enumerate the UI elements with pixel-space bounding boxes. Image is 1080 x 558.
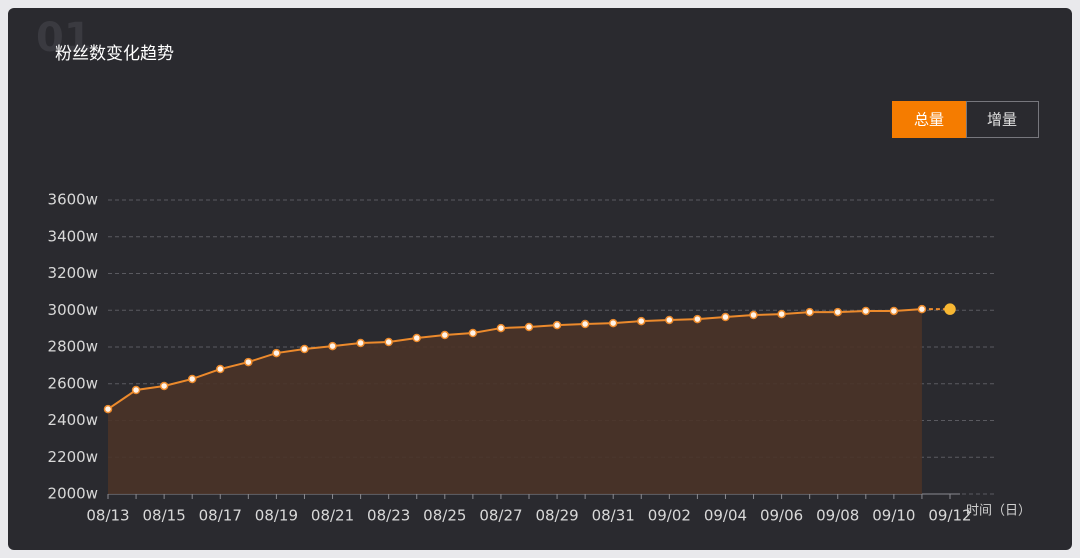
y-tick-label: 2000w bbox=[48, 485, 98, 503]
point bbox=[187, 374, 197, 384]
point bbox=[580, 319, 590, 329]
point bbox=[721, 312, 730, 322]
point bbox=[749, 310, 758, 320]
projected-point bbox=[944, 303, 956, 315]
point bbox=[412, 333, 421, 343]
point bbox=[244, 357, 253, 367]
x-tick-label: 09/04 bbox=[704, 507, 747, 525]
point bbox=[131, 385, 141, 395]
button-total-label[interactable]: 总量 bbox=[914, 111, 944, 129]
x-tick-label: 09/10 bbox=[872, 507, 915, 525]
point bbox=[216, 364, 225, 374]
point bbox=[103, 404, 113, 414]
point bbox=[777, 309, 786, 319]
point bbox=[300, 344, 309, 354]
point bbox=[833, 307, 842, 317]
point bbox=[328, 341, 337, 351]
x-tick-label: 08/17 bbox=[199, 507, 242, 525]
x-tick-label: 08/31 bbox=[592, 507, 635, 525]
button-increment-label[interactable]: 增量 bbox=[987, 111, 1017, 129]
x-tick-label: 08/27 bbox=[479, 507, 522, 525]
point bbox=[805, 307, 814, 317]
x-tick-label: 09/08 bbox=[816, 507, 859, 525]
point bbox=[468, 328, 478, 338]
x-tick-label: 08/29 bbox=[535, 507, 578, 525]
watermark: 01 bbox=[36, 15, 92, 61]
point bbox=[496, 323, 506, 333]
line bbox=[107, 308, 922, 410]
x-tick-label: 08/21 bbox=[311, 507, 354, 525]
x-tick-label: 09/06 bbox=[760, 507, 803, 525]
point bbox=[524, 322, 534, 332]
y-tick-label: 2800w bbox=[48, 338, 98, 356]
y-tick-label: 2200w bbox=[48, 448, 98, 466]
y-tick-label: 2600w bbox=[48, 374, 98, 392]
y-tick-label: 3600w bbox=[48, 191, 98, 209]
point bbox=[272, 348, 281, 358]
x-tick-label: 08/15 bbox=[143, 507, 186, 525]
y-tick-label: 3400w bbox=[48, 227, 98, 245]
area bbox=[108, 309, 922, 494]
x-tick-label: 09/12 bbox=[928, 507, 971, 525]
button-increment[interactable] bbox=[966, 101, 1039, 138]
x-tick-label: 08/13 bbox=[86, 507, 129, 525]
point bbox=[889, 306, 899, 316]
x-tick-label: 09/02 bbox=[648, 507, 691, 525]
y-tick-label: 3000w bbox=[48, 301, 98, 319]
point bbox=[552, 320, 562, 330]
button-total[interactable] bbox=[892, 101, 966, 138]
point bbox=[665, 315, 674, 325]
point bbox=[608, 318, 618, 328]
point bbox=[159, 381, 169, 391]
point bbox=[861, 306, 871, 316]
x-tick-label: 08/23 bbox=[367, 507, 410, 525]
y-tick-label: 3200w bbox=[48, 264, 98, 282]
point bbox=[440, 330, 450, 340]
point bbox=[384, 337, 393, 347]
x-tick-label: 08/25 bbox=[423, 507, 466, 525]
x-axis-label: 时间（日） bbox=[966, 504, 1031, 519]
point bbox=[693, 314, 702, 324]
point bbox=[356, 338, 365, 348]
point bbox=[917, 304, 927, 314]
y-tick-label: 2400w bbox=[48, 411, 98, 429]
chart-title: 粉丝数变化趋势 bbox=[55, 44, 174, 64]
point bbox=[637, 316, 646, 326]
x-tick-label: 08/19 bbox=[255, 507, 298, 525]
